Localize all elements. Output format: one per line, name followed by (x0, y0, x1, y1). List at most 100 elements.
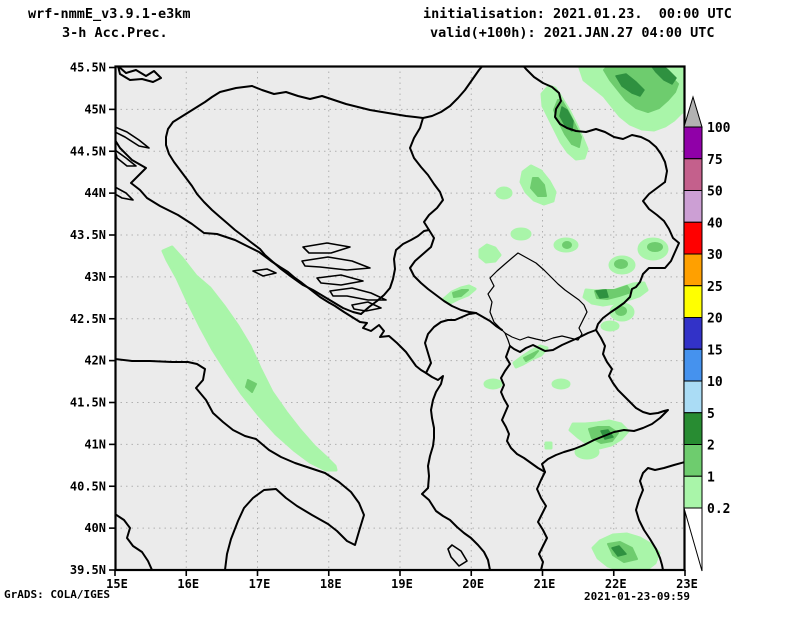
legend-segment (683, 190, 703, 223)
legend-segment (683, 380, 703, 414)
legend-overflow-triangle (683, 95, 703, 128)
island (351, 301, 382, 312)
precip-area (651, 67, 677, 85)
legend-label: 10 (707, 375, 723, 390)
lon-tick-label: 23E (676, 577, 698, 591)
island-corfu (447, 544, 468, 567)
precipitation-layer (161, 67, 684, 569)
lat-tick-label: 44.5N (70, 144, 106, 158)
precip-area (544, 441, 553, 450)
lat-tick-label: 42.5N (70, 312, 106, 326)
legend-segment (683, 444, 703, 477)
lat-tick-label: 41.5N (70, 396, 106, 410)
lon-tick-label: 16E (177, 577, 199, 591)
legend-segment (683, 412, 703, 445)
border-sava-north (251, 67, 483, 119)
lon-tick-label: 18E (320, 577, 342, 591)
precip-area (559, 106, 574, 132)
precip-area (614, 259, 628, 269)
initialisation-time: initialisation: 2021.01.23. 00:00 UTC (423, 6, 732, 22)
coastline-border-layer (116, 67, 684, 569)
legend-segment (683, 126, 703, 160)
lat-tick-label: 40.5N (70, 479, 106, 493)
legend-segment (683, 348, 703, 382)
coastline-greece-northeast (635, 461, 684, 569)
border-bosnia-west (165, 85, 362, 315)
precip-area (495, 186, 513, 200)
island (316, 274, 364, 286)
border-montenegro-kosovo-link (475, 312, 503, 331)
axis-layer: 45.5N 45N 44.5N 44N 43.5N 43N 42.5N 42N 41.5N 41N… (70, 61, 698, 592)
legend-label: 75 (707, 153, 723, 168)
border-serbia-bulgaria (595, 181, 680, 331)
legend-label: 0.2 (707, 502, 730, 517)
legend-label: 5 (707, 407, 715, 422)
precip-area (523, 350, 539, 362)
precip-area (478, 243, 502, 264)
legend-segment (683, 253, 703, 287)
legend-label: 20 (707, 312, 723, 327)
coastline-calabria (116, 513, 153, 569)
precip-area (574, 444, 600, 460)
lat-tick-label: 45N (84, 102, 106, 116)
island (116, 186, 134, 201)
precip-area (483, 378, 503, 390)
legend-underflow-triangle (683, 507, 703, 572)
island (252, 268, 277, 277)
lat-tick-label: 41N (84, 437, 106, 451)
precip-area (595, 289, 609, 299)
precip-area (530, 177, 547, 197)
border-macedonia-east-south (541, 329, 669, 473)
lat-tick-label: 44N (84, 186, 106, 200)
legend-segment (683, 317, 703, 350)
island (301, 256, 371, 271)
precip-area (562, 241, 572, 249)
model-title: wrf-nmmE_v3.9.1-e3km (28, 6, 191, 22)
legend-segment (683, 221, 703, 255)
lat-tick-label: 43N (84, 270, 106, 284)
lon-tick-label: 22E (605, 577, 627, 591)
legend-label: 50 (707, 185, 723, 200)
border-bosnia-montenegro (360, 229, 430, 315)
legend-colorbar: 100 75 50 40 30 25 20 15 10 5 2 1 0.2 (683, 95, 731, 572)
precip-area (615, 73, 645, 97)
border-kosovo-macedonia-link (504, 332, 511, 347)
lat-tick-label: 45.5N (70, 61, 106, 75)
product-title: 3-h Acc.Prec. (62, 25, 168, 41)
precip-area (245, 379, 257, 393)
legend-label: 25 (707, 280, 723, 295)
lat-tick-label: 42N (84, 354, 106, 368)
legend-label: 1 (707, 470, 715, 485)
border-drina (409, 117, 477, 314)
coastline-northwest-corner (117, 67, 162, 83)
islands-group (116, 126, 468, 567)
border-albania-greece (536, 471, 548, 569)
precip-area (510, 227, 532, 241)
precip-area (647, 242, 663, 252)
border-montenegro-albania (424, 312, 477, 374)
legend-label: 2 (707, 439, 715, 454)
precip-area (615, 306, 627, 316)
precip-area (551, 378, 571, 390)
island (116, 149, 137, 167)
border-danube (522, 67, 668, 183)
lon-tick-label: 17E (249, 577, 271, 591)
island (116, 126, 150, 149)
lon-tick-label: 21E (534, 577, 556, 591)
legend-label: 100 (707, 121, 731, 136)
lon-tick-label: 20E (462, 577, 484, 591)
lat-tick-label: 39.5N (70, 563, 106, 577)
valid-time: valid(+100h): 2021.JAN.27 04:00 UTC (430, 25, 715, 41)
legend-segment (683, 285, 703, 318)
island (302, 242, 351, 254)
grads-credit: GrADS: COLA/IGES (4, 588, 110, 601)
lat-tick-label: 43.5N (70, 228, 106, 242)
precip-area (452, 289, 469, 298)
lat-tick-label: 40N (84, 521, 106, 535)
coastline-italy (116, 358, 365, 569)
lon-tick-label: 15E (106, 577, 128, 591)
creation-timestamp: 2021-01-23-09:59 (584, 590, 690, 603)
legend-label: 30 (707, 248, 723, 263)
